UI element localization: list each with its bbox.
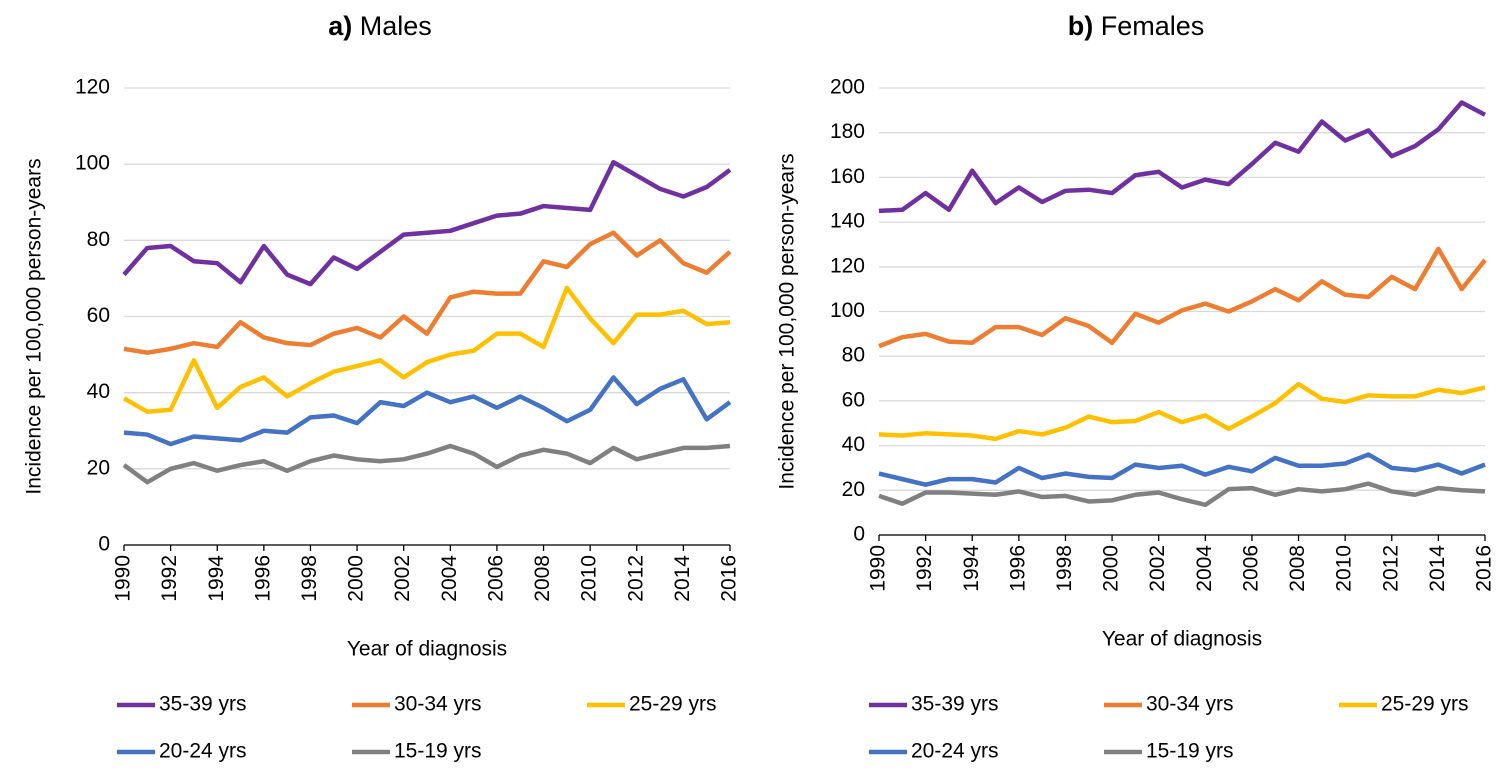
x-tick-label: 2004 [1193, 545, 1216, 592]
data-line [122, 285, 731, 414]
y-tick-label: 120 [75, 76, 110, 99]
legend-label: 20-24 yrs [911, 740, 999, 763]
data-line [878, 100, 1487, 214]
y-tick-label: 100 [75, 152, 110, 175]
x-tick-label: 2008 [1286, 545, 1309, 592]
data-line [122, 443, 731, 485]
legend-label: 25-29 yrs [1381, 693, 1469, 716]
x-tick-label: 2014 [1426, 545, 1449, 592]
legend-label: 25-29 yrs [629, 693, 717, 716]
legend-label: 15-19 yrs [1146, 740, 1234, 763]
y-tick-label: 20 [87, 456, 110, 479]
panel-label: b) [1068, 11, 1093, 41]
x-tick-label: 2010 [1333, 545, 1356, 592]
data-line [123, 375, 732, 447]
x-tick-label: 1992 [158, 555, 181, 602]
chart-title: b) Females [1068, 11, 1205, 41]
legend-label: 20-24 yrs [159, 740, 247, 763]
x-tick-label: 2000 [345, 555, 368, 602]
x-tick-label: 1994 [205, 555, 228, 602]
x-tick-label: 2010 [578, 555, 601, 602]
x-tick-label: 2004 [438, 555, 461, 602]
x-tick-label: 1992 [913, 545, 936, 592]
y-tick-label: 180 [830, 120, 865, 143]
data-line [122, 160, 732, 287]
y-tick-label: 40 [87, 380, 110, 403]
y-tick-label: 160 [830, 165, 865, 188]
data-line [878, 481, 1486, 508]
x-tick-label: 2002 [1146, 545, 1169, 592]
title-text: Females [1101, 11, 1205, 41]
x-axis-label: Year of diagnosis [347, 638, 507, 661]
x-tick-label: 2014 [671, 555, 694, 602]
y-tick-label: 40 [842, 433, 865, 456]
x-tick-label: 2006 [1239, 545, 1262, 592]
y-tick-label: 200 [830, 76, 865, 99]
x-tick-label: 2002 [391, 555, 414, 602]
y-tick-label: 80 [87, 228, 110, 251]
legend-label: 30-34 yrs [1146, 693, 1234, 716]
y-tick-label: 120 [830, 254, 865, 277]
x-axis-label: Year of diagnosis [1102, 628, 1262, 651]
chart-panel: a) Males 0 20 40 60 80 100 120 1990 1992 1994 1996 1… [23, 11, 741, 762]
x-tick-label: 2008 [531, 555, 554, 602]
panel-label: a) [328, 11, 352, 41]
y-axis-label: Incidence per 100,000 person-years [776, 153, 799, 489]
legend-label: 35-39 yrs [159, 693, 247, 716]
x-tick-label: 1996 [1006, 545, 1029, 592]
legend-label: 15-19 yrs [394, 740, 482, 763]
data-line [878, 246, 1487, 349]
title-text: Males [360, 11, 432, 41]
y-tick-label: 100 [830, 299, 865, 322]
x-tick-label: 1990 [112, 555, 135, 602]
chart-panel: b) Females 0 20 40 60 80 100 120 140 160 180 200 199… [776, 11, 1496, 762]
x-tick-label: 2012 [1379, 545, 1402, 592]
x-tick-label: 2006 [484, 555, 507, 602]
y-tick-label: 60 [842, 388, 865, 411]
legend-label: 35-39 yrs [911, 693, 999, 716]
y-tick-label: 0 [98, 533, 110, 556]
y-tick-label: 60 [87, 304, 110, 327]
y-tick-label: 140 [830, 210, 865, 233]
data-line [123, 230, 732, 355]
x-tick-label: 1996 [251, 555, 274, 602]
data-line [878, 381, 1486, 442]
x-tick-label: 2016 [718, 555, 741, 602]
y-tick-label: 80 [842, 344, 865, 367]
data-line [878, 452, 1486, 487]
legend-label: 30-34 yrs [394, 693, 482, 716]
y-tick-label: 0 [853, 523, 865, 546]
x-tick-label: 2016 [1473, 545, 1496, 592]
x-tick-label: 2012 [624, 555, 647, 602]
x-tick-label: 2000 [1100, 545, 1123, 592]
y-tick-label: 20 [842, 478, 865, 501]
x-tick-label: 1994 [960, 545, 983, 592]
y-axis-label: Incidence per 100,000 person-years [23, 158, 46, 494]
x-tick-label: 1990 [867, 545, 890, 592]
x-tick-label: 1998 [1053, 545, 1076, 592]
chart-title: a) Males [328, 11, 432, 41]
x-tick-label: 1998 [298, 555, 321, 602]
